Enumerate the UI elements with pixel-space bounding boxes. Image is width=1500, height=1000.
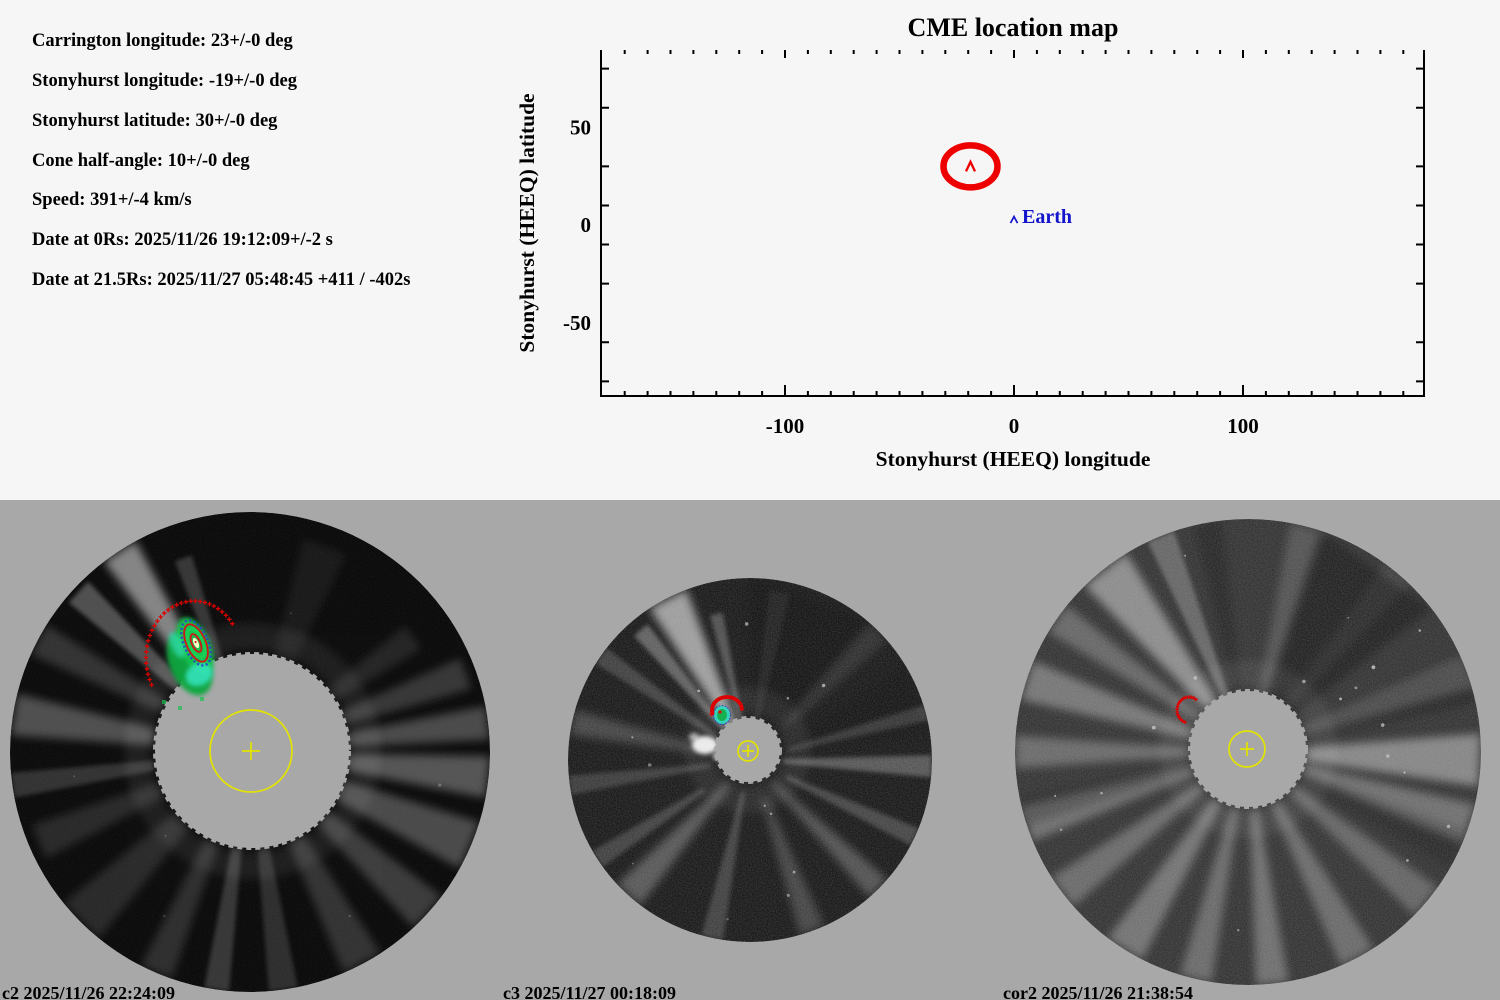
x-tick-label: 0 xyxy=(1009,414,1020,438)
param-date-0rs: Date at 0Rs: 2025/11/26 19:12:09+/-2 s xyxy=(32,230,333,250)
c2-cone-arc xyxy=(143,598,235,687)
coronagraph-panel: c2 2025/11/26 22:24:09 c3 2025/11/27 00:… xyxy=(0,500,1500,1000)
param-carrington-longitude: Carrington longitude: 23+/-0 deg xyxy=(32,31,293,51)
y-tick-label: 50 xyxy=(570,115,591,139)
coronagraph-images xyxy=(10,512,1481,992)
top-panel: Carrington longitude: 23+/-0 deg Stonyhu… xyxy=(32,13,1425,471)
y-tick-label: -50 xyxy=(563,311,591,335)
cor2-sun-marker xyxy=(1228,730,1266,768)
x-tick-label: 100 xyxy=(1227,414,1259,438)
cme-location-map: -100 0 100 50 0 -50 CME location map Stonyhurst… xyxy=(515,13,1425,471)
param-stonyhurst-longitude: Stonyhurst longitude: -19+/-0 deg xyxy=(32,71,297,91)
param-stonyhurst-latitude: Stonyhurst latitude: 30+/-0 deg xyxy=(32,111,278,131)
param-speed: Speed: 391+/-4 km/s xyxy=(32,190,192,210)
c3-cone-arc xyxy=(710,695,744,716)
x-tick-label: -100 xyxy=(766,414,805,438)
cme-caret-icon xyxy=(964,159,977,172)
cor2-disk xyxy=(1015,519,1481,985)
x-axis-label: Stonyhurst (HEEQ) longitude xyxy=(876,447,1151,471)
c3-timestamp-label: c3 2025/11/27 00:18:09 xyxy=(503,983,676,1000)
cme-marker xyxy=(940,142,1001,191)
major-ticks xyxy=(784,50,1244,396)
c3-sun-marker xyxy=(737,740,759,762)
map-axes xyxy=(600,50,1425,397)
map-title: CME location map xyxy=(908,13,1119,42)
earth-marker: Earth xyxy=(1009,206,1072,228)
c2-cme-contours xyxy=(166,617,214,696)
cor2-timestamp-label: cor2 2025/11/26 21:38:54 xyxy=(1003,983,1193,1000)
earth-label: Earth xyxy=(1022,206,1072,228)
earth-caret-icon xyxy=(1009,214,1019,224)
c2-disk xyxy=(10,512,490,992)
param-cone-half-angle: Cone half-angle: 10+/-0 deg xyxy=(32,151,250,171)
param-date-21-5rs: Date at 21.5Rs: 2025/11/27 05:48:45 +411… xyxy=(32,270,411,290)
c2-timestamp-label: c2 2025/11/26 22:24:09 xyxy=(2,983,175,1000)
y-axis-label: Stonyhurst (HEEQ) latitude xyxy=(515,93,539,352)
cor2-cone-arc xyxy=(1175,695,1198,724)
c2-sun-marker xyxy=(209,709,293,793)
minor-ticks xyxy=(601,50,1424,396)
c3-cme-contours xyxy=(709,704,732,726)
y-tick-label: 0 xyxy=(581,213,592,237)
